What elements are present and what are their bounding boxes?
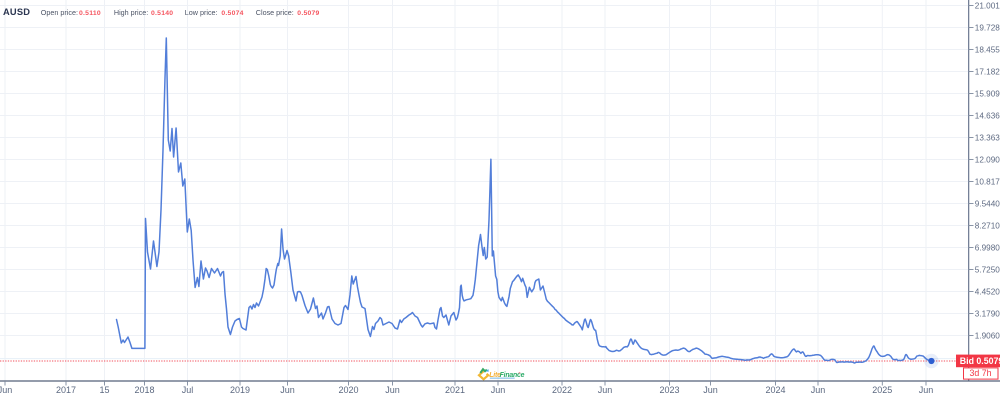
svg-text:0.5079: 0.5079	[297, 10, 319, 17]
svg-text:Jun: Jun	[385, 385, 400, 395]
svg-text:2019: 2019	[230, 385, 250, 395]
svg-text:1.9060: 1.9060	[975, 331, 1000, 340]
svg-text:3d 7h: 3d 7h	[969, 368, 991, 378]
svg-text:Jun: Jun	[280, 385, 295, 395]
svg-text:4.4520: 4.4520	[975, 287, 1000, 296]
svg-text:High price:: High price:	[114, 8, 148, 17]
svg-text:0.5140: 0.5140	[151, 10, 173, 17]
svg-text:Finance: Finance	[500, 372, 525, 379]
svg-text:13.3630: 13.3630	[975, 133, 1000, 142]
svg-text:Jun: Jun	[0, 385, 12, 395]
svg-text:Jun: Jun	[811, 385, 826, 395]
svg-text:15.9090: 15.9090	[975, 89, 1000, 98]
svg-text:AUSD: AUSD	[3, 7, 30, 17]
svg-text:Jun: Jun	[919, 385, 934, 395]
svg-text:2022: 2022	[552, 385, 572, 395]
svg-text:Jun: Jun	[491, 385, 506, 395]
svg-text:0.5074: 0.5074	[221, 10, 243, 17]
svg-text:10.8170: 10.8170	[975, 177, 1000, 186]
svg-text:15: 15	[99, 385, 109, 395]
svg-text:8.2710: 8.2710	[975, 221, 1000, 230]
svg-text:Open price:: Open price:	[41, 8, 78, 17]
svg-text:3.1790: 3.1790	[975, 309, 1000, 318]
svg-text:Lite: Lite	[489, 372, 501, 379]
svg-text:2017: 2017	[56, 385, 76, 395]
svg-text:2020: 2020	[338, 385, 358, 395]
svg-text:2021: 2021	[445, 385, 465, 395]
svg-text:Jul: Jul	[182, 385, 194, 395]
svg-text:0.5110: 0.5110	[79, 10, 101, 17]
svg-text:Close price:: Close price:	[256, 8, 294, 17]
svg-text:2018: 2018	[134, 385, 154, 395]
svg-text:14.6360: 14.6360	[975, 111, 1000, 120]
svg-text:6.9980: 6.9980	[975, 243, 1000, 252]
svg-text:12.0900: 12.0900	[975, 155, 1000, 164]
svg-text:19.7280: 19.7280	[975, 23, 1000, 32]
svg-text:9.5440: 9.5440	[975, 199, 1000, 208]
svg-text:21.0010: 21.0010	[975, 1, 1000, 10]
svg-text:5.7250: 5.7250	[975, 265, 1000, 274]
svg-text:Jun: Jun	[598, 385, 613, 395]
svg-text:2025: 2025	[872, 385, 892, 395]
svg-text:18.4550: 18.4550	[975, 45, 1000, 54]
svg-text:2023: 2023	[659, 385, 679, 395]
svg-text:Bid 0.5079: Bid 0.5079	[960, 356, 1000, 366]
svg-text:Low price:: Low price:	[185, 8, 218, 17]
svg-text:2024: 2024	[765, 385, 785, 395]
svg-text:Jun: Jun	[703, 385, 718, 395]
svg-text:17.1820: 17.1820	[975, 67, 1000, 76]
